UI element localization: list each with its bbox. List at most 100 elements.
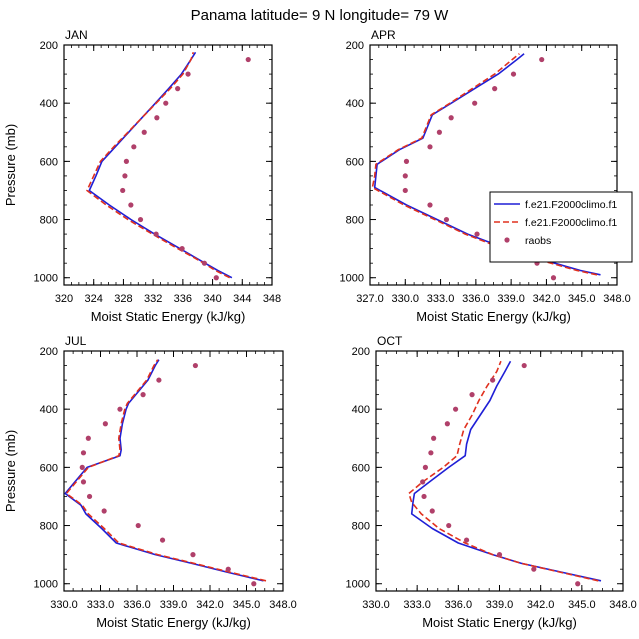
raobs-point xyxy=(192,362,198,369)
x-tick-label: 330.0 xyxy=(50,599,78,611)
raobs-point xyxy=(80,450,87,456)
panel-jan: 320 324 328 332 336 340 344 348 200 400 600 800 1000… xyxy=(3,28,281,324)
raobs-point xyxy=(402,187,408,194)
y-axis-label: Pressure (mb) xyxy=(3,430,18,512)
raobs-point xyxy=(521,362,527,369)
raobs-point xyxy=(448,115,454,121)
raobs-point xyxy=(539,56,545,63)
legend-entry-label: f.e21.F2000climo.f1 xyxy=(525,217,617,229)
x-axis-label: Moist Static Energy (kJ/kg) xyxy=(96,615,251,630)
series-line-model-2 xyxy=(86,52,231,279)
panel-label: JUL xyxy=(65,334,87,348)
x-tick-label: 339.0 xyxy=(497,293,525,305)
y-tick-label: 1000 xyxy=(346,579,370,591)
series-line-model-1 xyxy=(88,51,233,279)
raobs-point xyxy=(141,129,147,135)
figure-title: Panama latitude= 9 N longitude= 79 W xyxy=(191,7,450,24)
y-tick-label: 600 xyxy=(352,462,370,474)
series-line-model-1 xyxy=(64,359,264,582)
panel-label: JAN xyxy=(65,28,88,42)
raobs-point xyxy=(452,406,459,412)
y-tick-label: 200 xyxy=(40,40,58,52)
raobs-point xyxy=(163,100,169,106)
y-tick-label: 600 xyxy=(40,462,58,474)
y-tick-label: 800 xyxy=(40,521,58,533)
raobs-point xyxy=(101,508,107,514)
plot-frame xyxy=(63,350,284,592)
x-tick-label: 336 xyxy=(174,293,192,305)
raobs-point xyxy=(190,552,196,558)
panel-oct: 330.0 333.0 336.0 339.0 342.0 345.0 348.0 200 40… xyxy=(346,334,637,630)
y-tick-label: 600 xyxy=(40,156,58,168)
panel-label: OCT xyxy=(377,334,403,348)
x-tick-label: 342.0 xyxy=(196,599,224,611)
x-tick-label: 340 xyxy=(203,293,221,305)
raobs-point xyxy=(120,187,126,194)
raobs-point xyxy=(474,231,480,237)
x-tick-label: 348.0 xyxy=(609,599,637,611)
panels: 320 324 328 332 336 340 344 348 200 400 600 800 1000… xyxy=(3,28,637,630)
x-axis-label: Moist Static Energy (kJ/kg) xyxy=(416,309,571,324)
raobs-point xyxy=(427,202,433,208)
raobs-point xyxy=(420,479,426,485)
raobs-point xyxy=(531,566,537,572)
raobs-point xyxy=(179,246,185,252)
x-tick-label: 344 xyxy=(233,293,251,305)
x-tick-label: 342.0 xyxy=(527,599,555,611)
y-tick-label: 200 xyxy=(352,346,370,358)
raobs-point xyxy=(140,392,146,398)
plot-area xyxy=(86,51,251,281)
x-tick-label: 328 xyxy=(114,293,132,305)
raobs-point xyxy=(403,158,410,164)
x-axis-label: Moist Static Energy (kJ/kg) xyxy=(91,309,246,324)
x-tick-label: 342.0 xyxy=(533,293,561,305)
x-tick-label: 336.0 xyxy=(462,293,490,305)
x-tick-label: 327.0 xyxy=(356,293,384,305)
raobs-point xyxy=(86,493,93,500)
legend: f.e21.F2000climo.f1 f.e21.F2000climo.f1 ra… xyxy=(489,191,633,263)
x-tick-label: 320 xyxy=(55,293,73,305)
y-tick-label: 800 xyxy=(346,215,364,227)
x-tick-label: 348.0 xyxy=(603,293,631,305)
raobs-point xyxy=(137,216,144,223)
raobs-point xyxy=(213,275,219,281)
plot-area xyxy=(64,359,267,587)
plot-frame xyxy=(63,44,273,286)
y-tick-label: 400 xyxy=(40,404,58,416)
x-tick-label: 345.0 xyxy=(568,599,596,611)
raobs-point xyxy=(85,435,91,441)
panel-jul: 330.0 333.0 336.0 339.0 342.0 345.0 348.0 200 40… xyxy=(3,334,297,630)
x-tick-label: 330.0 xyxy=(362,599,390,611)
raobs-point xyxy=(444,421,450,427)
raobs-point xyxy=(490,377,496,383)
x-axis-label: Moist Static Energy (kJ/kg) xyxy=(422,615,577,630)
raobs-point xyxy=(427,144,433,150)
panel-label: APR xyxy=(371,28,396,42)
raobs-point xyxy=(472,100,478,106)
legend-entry-label: f.e21.F2000climo.f1 xyxy=(525,199,617,211)
y-tick-label: 200 xyxy=(40,346,58,358)
raobs-point xyxy=(446,522,452,529)
raobs-point xyxy=(201,260,207,266)
x-tick-label: 348.0 xyxy=(269,599,297,611)
plot-area xyxy=(408,360,602,587)
raobs-point xyxy=(496,552,503,558)
raobs-point xyxy=(80,479,87,485)
x-tick-label: 348 xyxy=(263,293,281,305)
raobs-point xyxy=(225,566,231,572)
raobs-point xyxy=(429,508,435,514)
x-tick-label: 345.0 xyxy=(568,293,596,305)
x-tick-label: 339.0 xyxy=(486,599,514,611)
raobs-point xyxy=(436,129,442,135)
raobs-point xyxy=(156,377,162,383)
x-tick-label: 324 xyxy=(85,293,103,305)
raobs-point xyxy=(443,216,450,223)
raobs-point xyxy=(492,86,498,92)
raobs-point xyxy=(251,581,257,587)
raobs-point xyxy=(463,537,470,543)
raobs-point xyxy=(117,406,123,412)
y-tick-label: 800 xyxy=(352,521,370,533)
raobs-point xyxy=(428,450,434,456)
y-tick-label: 400 xyxy=(352,404,370,416)
raobs-point xyxy=(550,275,557,281)
